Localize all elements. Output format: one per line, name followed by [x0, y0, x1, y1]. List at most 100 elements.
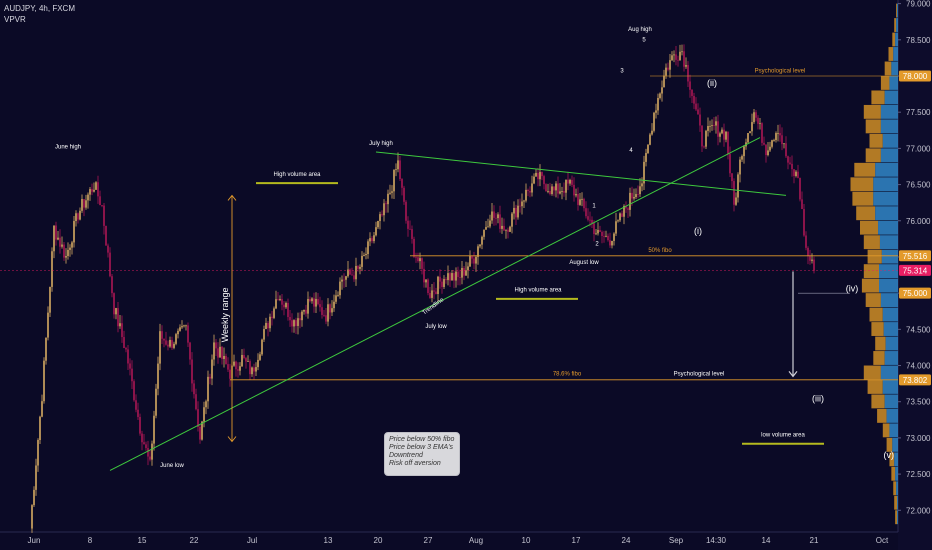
candle-body — [301, 311, 303, 321]
july-low-label: July low — [425, 324, 447, 330]
candle-body — [97, 182, 99, 197]
candle-body — [587, 216, 589, 220]
candle-body — [479, 244, 481, 247]
candle-body — [363, 255, 365, 256]
candle-body — [331, 308, 333, 313]
candle-body — [523, 200, 525, 202]
candle-body — [497, 214, 499, 219]
candle-body — [701, 125, 703, 147]
candle-body — [247, 361, 249, 362]
candle-body — [185, 325, 187, 327]
candle-body — [795, 171, 797, 176]
candle-body — [691, 89, 693, 96]
volume-bar-up — [882, 307, 898, 322]
candle-body — [359, 266, 361, 269]
candle-body — [133, 381, 135, 401]
candle-body — [637, 194, 639, 195]
candle-body — [521, 201, 523, 207]
candle-body — [85, 200, 87, 208]
candle-body — [557, 183, 559, 194]
candle-body — [257, 359, 259, 368]
volume-bar-up — [896, 481, 898, 496]
candle-body — [69, 247, 71, 250]
july-high-label: July high — [369, 141, 393, 147]
indicator-label[interactable]: VPVR — [4, 15, 26, 24]
volume-bar-down — [863, 104, 881, 119]
candle-body — [469, 256, 471, 267]
candle-body — [465, 270, 467, 276]
candle-body — [577, 194, 579, 205]
volume-bar-down — [865, 148, 881, 163]
candle-body — [201, 421, 203, 440]
candle-body — [699, 114, 701, 126]
volume-bar-up — [884, 351, 898, 365]
x-tick-label: Sep — [669, 536, 684, 545]
candle-body — [33, 489, 35, 506]
wave-5-label: 5 — [642, 37, 646, 43]
candle-body — [527, 189, 529, 192]
y-tick-label: 76.000 — [906, 217, 931, 226]
candle-body — [67, 249, 69, 256]
candle-body — [403, 187, 405, 202]
candle-body — [49, 286, 51, 313]
candle-body — [155, 388, 157, 416]
candle-body — [601, 231, 603, 237]
candle-body — [343, 279, 345, 281]
x-tick-label: 21 — [810, 536, 819, 545]
candle-body — [193, 383, 195, 395]
candle-body — [753, 112, 755, 123]
candle-body — [127, 349, 129, 364]
candle-body — [35, 465, 37, 490]
y-tick-label: 74.000 — [906, 362, 931, 371]
candle-body — [265, 322, 267, 330]
candle-body — [809, 256, 811, 261]
price-tag-label: 75.314 — [903, 266, 928, 275]
candle-body — [805, 235, 807, 248]
candle-body — [209, 376, 211, 379]
candle-body — [779, 133, 781, 136]
volume-bar-up — [884, 90, 898, 105]
candle-body — [347, 269, 349, 277]
candle-body — [569, 179, 571, 184]
symbol-title[interactable]: AUDJPY, 4h, FXCM — [4, 4, 75, 13]
y-tick-label: 77.000 — [906, 144, 931, 153]
note-line-2: Price below 3 EMA's — [389, 444, 453, 451]
candle-body — [189, 342, 191, 360]
price-tag — [899, 70, 931, 82]
candle-body — [725, 131, 727, 140]
candle-body — [757, 117, 759, 124]
volume-bar-up — [880, 293, 898, 308]
fibo-786-label: 78.6% fibo — [553, 372, 582, 378]
candle-body — [789, 162, 791, 164]
candle-body — [771, 140, 773, 147]
candle-body — [419, 258, 421, 262]
volume-bar-down — [873, 351, 885, 365]
candle-body — [461, 267, 463, 278]
candle-body — [95, 182, 97, 190]
candle-body — [357, 265, 359, 269]
candle-body — [139, 416, 141, 434]
candle-body — [337, 295, 339, 297]
candle-body — [431, 290, 433, 298]
volume-bar-up — [891, 61, 898, 76]
candle-body — [711, 125, 713, 126]
volume-bar-down — [861, 278, 879, 293]
x-tick-label: Aug — [469, 536, 483, 545]
candle-body — [483, 229, 485, 237]
candle-body — [783, 143, 785, 145]
candle-body — [439, 276, 441, 282]
candle-body — [379, 214, 381, 222]
candle-body — [165, 340, 167, 345]
candle-body — [243, 354, 245, 359]
candle-body — [621, 213, 623, 217]
candle-body — [567, 179, 569, 184]
candle-body — [423, 268, 425, 283]
volume-bar-up — [884, 394, 898, 409]
candle-body — [657, 97, 659, 111]
candle-body — [121, 323, 123, 338]
volume-bar-down — [896, 3, 898, 18]
candle-body — [735, 197, 737, 205]
note-line-1: Price below 50% fibo — [389, 436, 455, 443]
volume-bar-down — [852, 191, 874, 206]
